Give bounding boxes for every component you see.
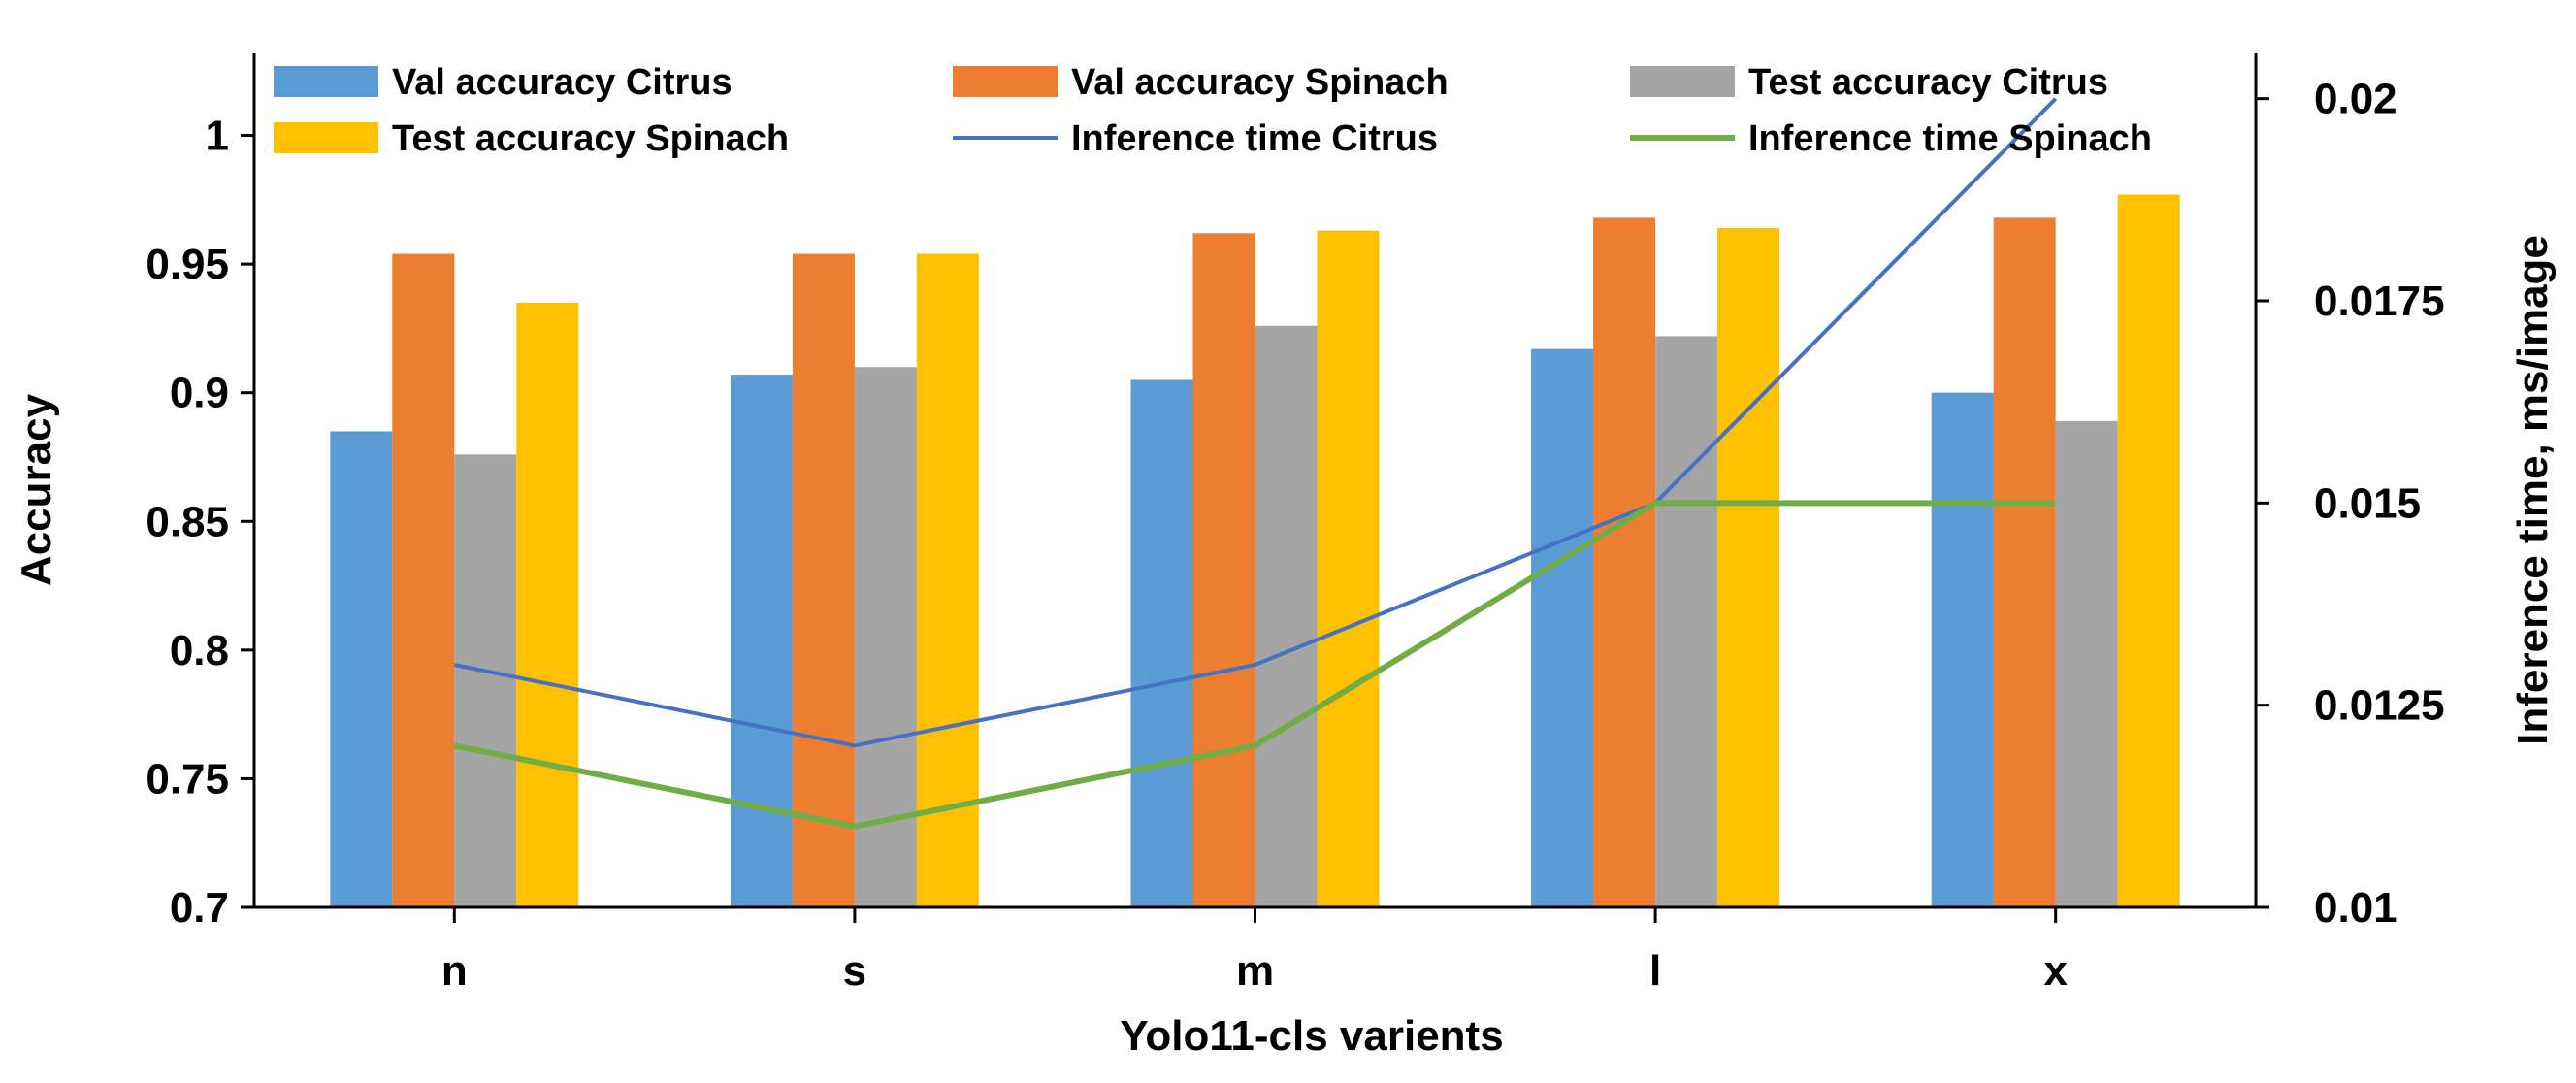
x-tick-label: l — [1649, 947, 1661, 995]
legend-label: Test accuracy Spinach — [392, 118, 789, 159]
legend-item: Val accuracy Citrus — [274, 62, 733, 103]
bar-val-accuracy-spinach-m — [1192, 233, 1255, 907]
y2-tick-label: 0.0125 — [2314, 682, 2445, 730]
bar-val-accuracy-spinach-n — [392, 253, 455, 907]
x-tick-label: n — [441, 947, 468, 995]
legend-label: Inference time Spinach — [1748, 118, 2152, 159]
legend-item: Inference time Spinach — [1630, 118, 2152, 159]
legend-item: Test accuracy Citrus — [1630, 62, 2108, 103]
y-tick-label: 0.7 — [170, 884, 229, 932]
legend-label: Inference time Citrus — [1071, 118, 1438, 159]
bar-val-accuracy-spinach-x — [1993, 217, 2056, 908]
legend-item: Inference time Citrus — [953, 118, 1438, 159]
x-tick-label: m — [1236, 947, 1274, 995]
bar-val-accuracy-citrus-n — [330, 431, 393, 907]
x-tick-label: x — [2043, 947, 2068, 995]
bar-test-accuracy-spinach-n — [516, 302, 579, 908]
legend-label: Val accuracy Spinach — [1071, 62, 1449, 103]
line-inference-time-spinach — [453, 500, 2056, 830]
axes-layer: 0.7 0.75 0.8 0.85 0.9 0.95 1 0.01 0.0125 0.015 0.0… — [146, 53, 2445, 995]
y2-tick-label: 0.02 — [2314, 76, 2397, 123]
line-inference-time-citrus — [453, 97, 2058, 748]
legend-item: Test accuracy Spinach — [274, 118, 789, 159]
legend-swatch — [274, 122, 378, 153]
bar-val-accuracy-citrus-l — [1531, 348, 1594, 907]
bar-val-accuracy-citrus-m — [1130, 379, 1193, 907]
y2-axis-title: Inference time, ms/image — [2509, 235, 2557, 745]
legend-label: Test accuracy Citrus — [1748, 62, 2108, 103]
bar-test-accuracy-citrus-m — [1255, 325, 1318, 907]
bar-test-accuracy-spinach-x — [2117, 194, 2180, 908]
legend-item: Val accuracy Spinach — [953, 62, 1449, 103]
y-tick-label: 1 — [206, 113, 229, 160]
x-axis-title: Yolo11-cls varients — [1120, 1012, 1503, 1060]
x-tick-label: s — [843, 947, 866, 995]
bar-test-accuracy-spinach-s — [916, 253, 979, 907]
bar-test-accuracy-citrus-l — [1655, 336, 1718, 907]
y-tick-label: 0.95 — [146, 241, 229, 288]
y-tick-label: 0.75 — [146, 755, 229, 803]
bar-test-accuracy-spinach-m — [1317, 230, 1380, 908]
bar-val-accuracy-spinach-s — [792, 253, 855, 907]
y-tick-label: 0.8 — [170, 627, 229, 674]
legend-swatch — [953, 66, 1058, 97]
bars-layer — [330, 194, 2180, 908]
bar-test-accuracy-spinach-l — [1717, 228, 1780, 907]
legend-label: Val accuracy Citrus — [392, 62, 733, 103]
y2-tick-label: 0.0175 — [2314, 278, 2445, 325]
y-tick-label: 0.85 — [146, 498, 229, 545]
y2-tick-label: 0.01 — [2314, 884, 2397, 932]
y2-tick-label: 0.015 — [2314, 479, 2421, 527]
legend-swatch — [1630, 66, 1735, 97]
legend-swatch — [274, 66, 378, 97]
bar-test-accuracy-citrus-x — [2055, 420, 2118, 907]
bar-val-accuracy-spinach-l — [1593, 217, 1656, 908]
bar-test-accuracy-citrus-n — [454, 454, 517, 907]
legend: Val accuracy Citrus Val accuracy Spinach T… — [274, 62, 2152, 159]
bar-val-accuracy-citrus-s — [730, 375, 793, 907]
axis-titles: Accuracy Inference time, ms/image Yolo11… — [13, 235, 2557, 1060]
bar-val-accuracy-citrus-x — [1931, 392, 1994, 907]
y-axis-title: Accuracy — [13, 393, 60, 586]
y-tick-label: 0.9 — [170, 370, 229, 417]
lines-layer — [453, 97, 2058, 830]
